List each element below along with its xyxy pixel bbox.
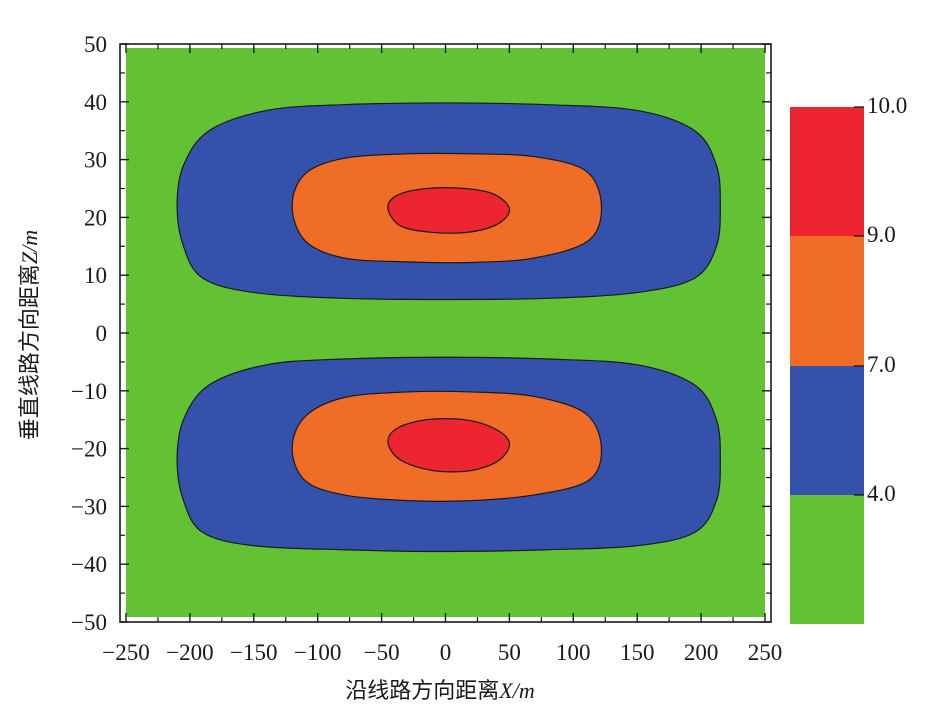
x-tick-label: 250 [748,640,783,665]
contour-region-upper [176,102,721,301]
contour-regions [176,102,721,553]
contour-level-9 [387,418,511,473]
colorbar-band-0 [790,495,864,624]
y-tick-label: 0 [96,321,108,346]
x-tick-label: −250 [102,640,149,665]
x-tick-label: 50 [498,640,521,665]
contour-region-lower [176,356,721,553]
y-tick-label: −50 [71,610,107,635]
colorbar-label: 9.0 [867,222,896,247]
x-axis-title-prefix: 沿线路方向距离 [345,679,499,704]
x-axis-title: 沿线路方向距离X/m [345,678,534,704]
x-tick-label: 150 [620,640,655,665]
y-tick-label: −40 [71,552,107,577]
x-axis-title-var: X [498,678,514,703]
y-tick-label: −30 [71,494,107,519]
colorbar-band-3 [790,107,864,236]
colorbar-label: 4.0 [867,481,896,506]
y-tick-label: −20 [71,437,107,462]
x-tick-label: −100 [294,640,341,665]
y-axis-ticks: −50 −40 −30 −20 −10 0 10 20 30 40 50 [71,32,771,635]
colorbar: 4.0 7.0 9.0 10.0 [790,93,907,624]
colorbar-label: 7.0 [867,352,896,377]
x-tick-label: 0 [440,640,452,665]
y-axis-title-prefix: 垂直线路方向距离 [18,264,43,440]
y-tick-label: −10 [71,379,107,404]
colorbar-band-1 [790,366,864,495]
colorbar-band-2 [790,236,864,366]
x-axis-ticks: −250 −200 −150 −100 −50 0 50 100 150 200 250 [102,44,782,665]
y-axis-title: 垂直线路方向距离Z/m [17,230,43,440]
y-axis-title-unit: /m [17,230,42,254]
y-tick-label: 50 [84,32,107,57]
x-tick-label: 200 [684,640,719,665]
contour-level-9 [387,187,511,234]
y-axis-title-var: Z [17,251,42,264]
x-axis-title-unit: /m [511,678,535,703]
x-tick-label: −150 [230,640,277,665]
y-tick-label: 10 [84,263,107,288]
colorbar-label: 10.0 [867,93,907,118]
y-tick-label: 40 [84,90,107,115]
y-tick-label: 20 [84,205,107,230]
x-tick-label: −50 [364,640,400,665]
x-tick-label: 100 [556,640,591,665]
x-tick-label: −200 [166,640,213,665]
y-tick-label: 30 [84,148,107,173]
